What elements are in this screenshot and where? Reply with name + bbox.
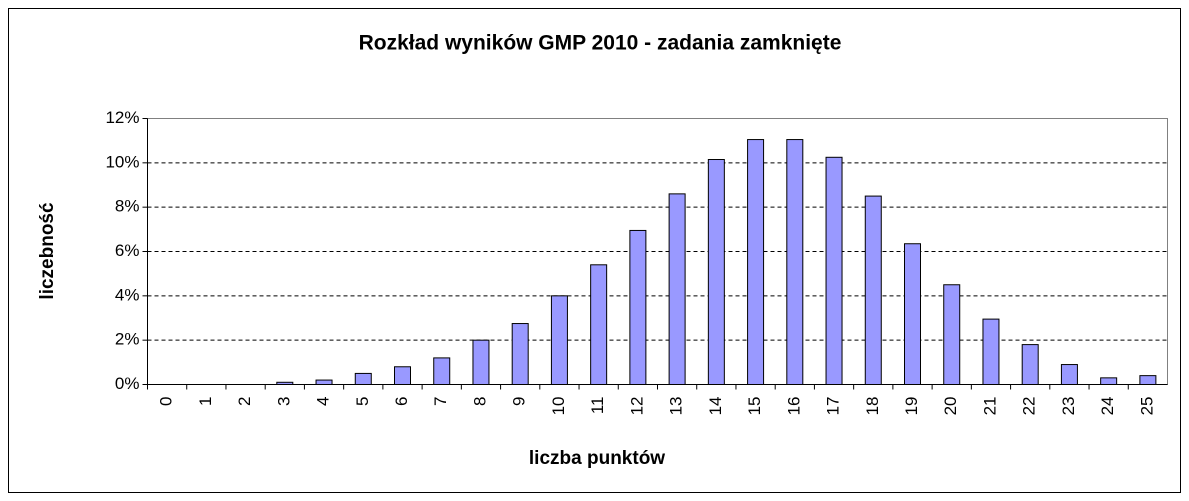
bar <box>747 139 765 385</box>
chart-border <box>8 8 1181 493</box>
x-tick-label: 19 <box>902 397 921 416</box>
y-tick-label: 2% <box>115 330 140 349</box>
x-tick-label: 11 <box>588 397 607 415</box>
x-tick-label: 25 <box>1137 397 1156 416</box>
bar <box>904 243 921 385</box>
x-tick-label: 18 <box>863 397 882 416</box>
bar <box>825 156 843 385</box>
bar <box>276 381 294 385</box>
x-tick-label: 6 <box>392 397 411 406</box>
bar <box>1060 364 1078 385</box>
bar <box>1021 344 1039 386</box>
bar <box>943 284 961 385</box>
bar <box>1100 377 1118 386</box>
x-tick-label: 3 <box>274 397 293 406</box>
x-axis-label: liczba punktów <box>529 448 665 469</box>
x-tick-label: 12 <box>627 397 646 416</box>
x-tick-label: 2 <box>235 397 254 406</box>
bar <box>472 339 490 385</box>
x-tick-label: 7 <box>431 397 450 406</box>
x-tick-label: 13 <box>667 397 686 416</box>
y-tick-label: 6% <box>115 241 140 260</box>
x-tick-label: 24 <box>1098 397 1117 416</box>
bar <box>511 323 529 385</box>
x-tick-label: 20 <box>941 397 960 416</box>
bar <box>550 295 568 386</box>
x-tick-label: 10 <box>549 397 568 416</box>
bar <box>315 379 333 386</box>
bar <box>786 139 804 385</box>
x-tick-label: 16 <box>784 397 803 416</box>
x-tick-label: 8 <box>470 397 489 406</box>
bar <box>982 318 1000 386</box>
y-tick-label: 0% <box>115 374 140 393</box>
x-tick-label: 21 <box>980 397 999 416</box>
x-tick-label: 4 <box>314 397 333 406</box>
bar <box>707 159 725 385</box>
bar <box>864 195 882 385</box>
x-tick-label: 23 <box>1059 397 1078 416</box>
y-tick-label: 12% <box>105 108 139 127</box>
bar <box>354 372 372 385</box>
y-tick-label: 8% <box>115 197 140 216</box>
y-axis-label: liczebność <box>37 202 58 300</box>
x-tick-label: 1 <box>196 397 215 406</box>
bar <box>629 229 647 385</box>
bar <box>590 264 608 385</box>
chart-title: Rozkład wyników GMP 2010 - zadania zamkn… <box>359 32 842 55</box>
bar <box>394 366 411 385</box>
bar <box>668 193 686 385</box>
x-tick-label: 22 <box>1020 397 1039 416</box>
bar <box>433 357 451 385</box>
x-tick-label: 0 <box>157 397 176 406</box>
bar <box>1139 375 1157 385</box>
x-tick-label: 15 <box>745 397 764 416</box>
y-tick-label: 4% <box>115 285 140 304</box>
y-tick-label: 10% <box>105 152 139 171</box>
x-tick-label: 17 <box>824 397 843 416</box>
x-tick-label: 9 <box>510 397 529 406</box>
x-tick-label: 14 <box>706 397 725 416</box>
x-tick-label: 5 <box>353 397 372 406</box>
